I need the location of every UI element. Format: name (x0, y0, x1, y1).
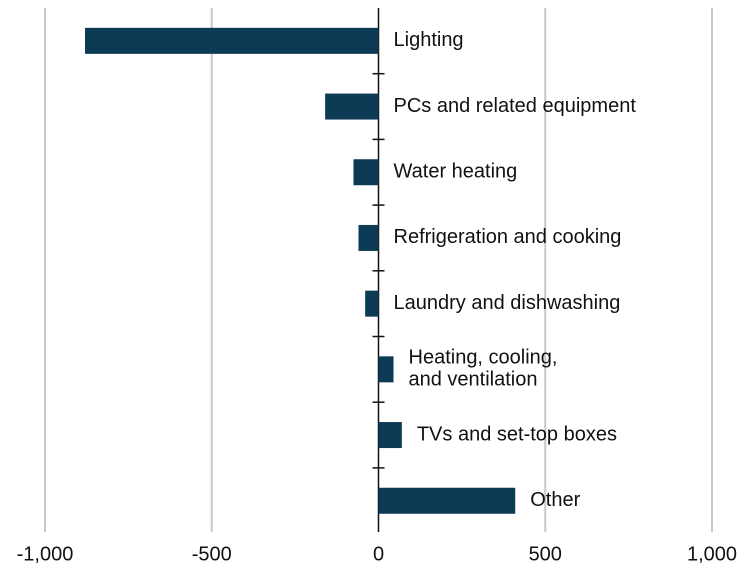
category-label: PCs and related equipment (394, 95, 637, 117)
x-tick-label: 1,000 (687, 543, 737, 565)
x-tick-label: -500 (192, 543, 232, 565)
category-label: Other (530, 489, 580, 511)
category-label: Refrigeration and cooking (394, 226, 622, 248)
x-tick-label: 500 (529, 543, 562, 565)
bar (85, 27, 379, 54)
x-tick-label: 0 (373, 543, 384, 565)
category-label: Laundry and dishwashing (394, 292, 621, 314)
bar (378, 422, 402, 449)
bar (353, 159, 379, 186)
bar (358, 224, 379, 251)
category-label: Lighting (394, 29, 464, 51)
category-label: TVs and set-top boxes (417, 423, 617, 445)
bar (325, 93, 379, 120)
bar (365, 290, 379, 317)
category-label: Water heating (394, 161, 518, 183)
x-tick-label: -1,000 (17, 543, 74, 565)
bar (378, 356, 394, 383)
bar (378, 487, 516, 514)
category-label: Heating, cooling, and ventilation (409, 347, 558, 391)
